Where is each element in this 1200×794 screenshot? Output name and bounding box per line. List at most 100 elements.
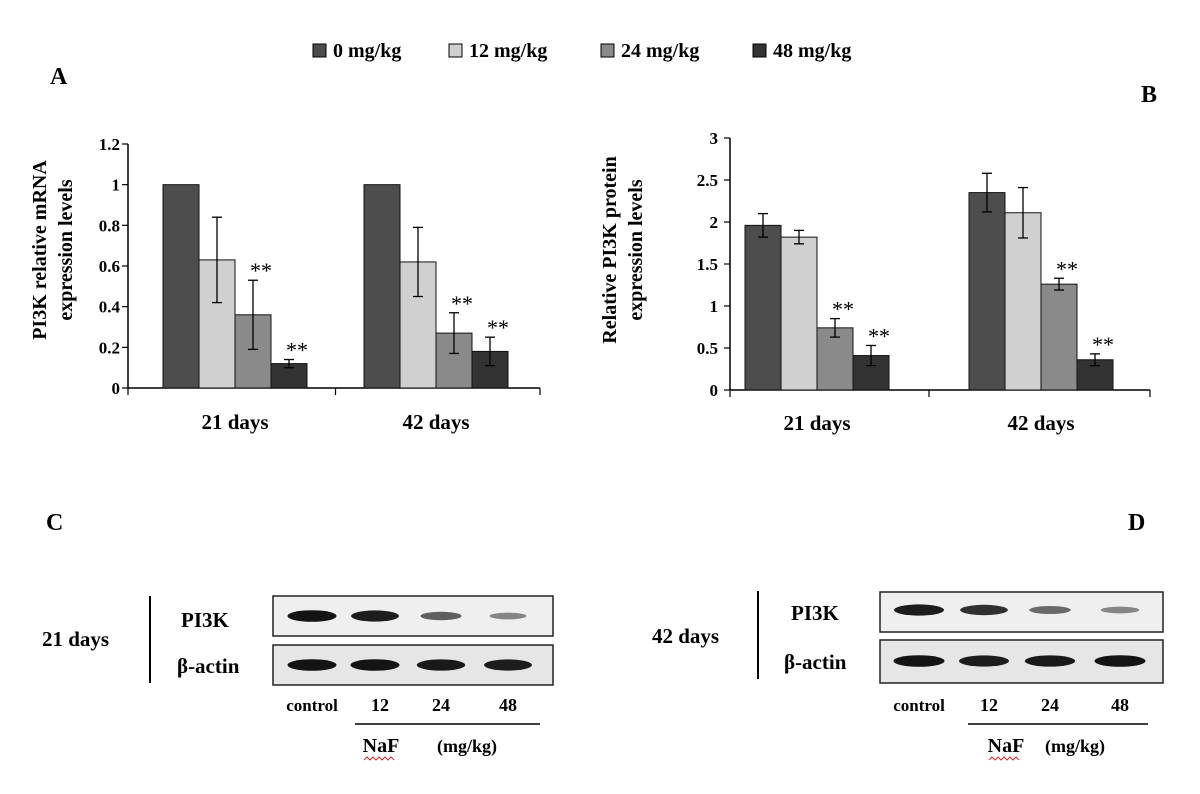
- blot-band: [484, 659, 532, 671]
- y-tick-label: 1.5: [697, 255, 718, 274]
- bar: [363, 184, 401, 389]
- bar: [968, 192, 1006, 391]
- panel-label-a: A: [50, 64, 68, 90]
- bar: [1004, 212, 1042, 391]
- significance-label: **: [1056, 256, 1078, 281]
- significance-label: **: [832, 297, 854, 322]
- y-tick-label: 0.6: [99, 257, 120, 276]
- panel-label-c: C: [46, 510, 63, 536]
- x-category-label: 42 days: [402, 410, 469, 434]
- significance-label: **: [250, 258, 272, 283]
- panel-label-d: D: [1128, 510, 1145, 536]
- y-tick-label: 2: [710, 213, 719, 232]
- blot-c-lane-label: 48: [499, 695, 517, 715]
- legend-item: 0 mg/kg: [312, 40, 401, 62]
- chart-a-ylabel-line-2: expression levels: [55, 179, 77, 321]
- legend-label: 24 mg/kg: [621, 40, 699, 62]
- x-category-label: 42 days: [1007, 411, 1074, 435]
- y-tick-label: 3: [710, 129, 719, 148]
- blot-d-unit: (mg/kg): [1045, 736, 1105, 757]
- blot-c-treatment: NaF: [363, 735, 400, 757]
- blot-band: [420, 611, 462, 621]
- chart-a-plot: 0 0.2 0.4 0.6 0.8 1 1.2 ** ** 21 days ** ** 42 days: [99, 135, 541, 434]
- y-tick-label: 0.4: [99, 298, 121, 317]
- significance-label: **: [487, 315, 509, 340]
- x-category-label: 21 days: [783, 411, 850, 435]
- blot-band: [489, 612, 527, 620]
- blot-c-row-label-actin: β-actin: [177, 654, 240, 678]
- blot-d-time-label: 42 days: [652, 624, 719, 648]
- blot-band: [893, 655, 945, 667]
- blot-band: [1029, 606, 1071, 614]
- significance-label: **: [1092, 332, 1114, 357]
- y-tick-label: 1: [112, 176, 121, 195]
- legend-swatch: [312, 43, 327, 58]
- blot-c-unit: (mg/kg): [437, 736, 497, 757]
- blot-d-lane-label: 48: [1111, 695, 1129, 715]
- y-tick-label: 2.5: [697, 171, 718, 190]
- blot-band: [1100, 606, 1140, 614]
- legend-swatch: [752, 43, 767, 58]
- blot-d: 42 days PI3K β-actin control 12 24 48 Na…: [652, 591, 1164, 761]
- legend-label: 48 mg/kg: [773, 40, 851, 62]
- blot-c-spellcheck-mark: [363, 756, 395, 761]
- chart-b-plot: 0 0.5 1 1.5 2 2.5 3 ** ** 21 days ** ** 42 days: [697, 129, 1151, 435]
- blot-d-bands: [893, 604, 1146, 667]
- blot-band: [416, 659, 466, 671]
- significance-label: **: [286, 338, 308, 363]
- blot-d-lane-label: 24: [1041, 695, 1059, 715]
- bar: [780, 236, 818, 391]
- legend-label: 0 mg/kg: [333, 40, 401, 62]
- chart-b-ylabel-line-2: expression levels: [625, 179, 647, 321]
- chart-b: Relative PI3K protein expression levels …: [599, 129, 1151, 435]
- y-tick-label: 1: [710, 297, 719, 316]
- blot-band: [287, 610, 337, 622]
- significance-label: **: [868, 323, 890, 348]
- y-tick-label: 0.5: [697, 339, 718, 358]
- blot-c: 21 days PI3K β-actin control 12 24 48 Na…: [42, 595, 554, 761]
- blot-band: [959, 655, 1009, 667]
- chart-a-ylabel-line-1: PI3K relative mRNA: [29, 160, 51, 340]
- legend-item: 48 mg/kg: [752, 40, 851, 62]
- blot-band: [350, 659, 400, 671]
- blot-c-lane-label: control: [286, 696, 338, 715]
- blot-band: [1094, 655, 1146, 667]
- y-tick-label: 0.2: [99, 338, 120, 357]
- blot-band: [960, 604, 1008, 616]
- bar: [1040, 283, 1078, 391]
- blot-band: [1024, 655, 1076, 667]
- blot-band: [287, 659, 337, 671]
- chart-b-ylabel-line-1: Relative PI3K protein: [599, 156, 621, 343]
- bar: [816, 327, 854, 391]
- legend-swatch: [448, 43, 463, 58]
- blot-c-lane-label: 12: [371, 695, 389, 715]
- y-tick-label: 1.2: [99, 135, 120, 154]
- blot-d-spellcheck-mark: [988, 756, 1020, 761]
- legend-label: 12 mg/kg: [469, 40, 547, 62]
- panel-label-b: B: [1141, 82, 1157, 108]
- legend-swatch: [600, 43, 615, 58]
- y-tick-label: 0.8: [99, 216, 120, 235]
- blot-band: [894, 604, 944, 616]
- significance-label: **: [451, 291, 473, 316]
- blot-band: [351, 610, 399, 622]
- blot-d-treatment: NaF: [988, 735, 1025, 757]
- blot-d-row-label-pi3k: PI3K: [791, 601, 840, 625]
- legend: 0 mg/kg 12 mg/kg 24 mg/kg 48 mg/kg: [312, 40, 851, 62]
- x-category-label: 21 days: [201, 410, 268, 434]
- y-tick-label: 0: [710, 381, 719, 400]
- blot-c-row-label-pi3k: PI3K: [181, 608, 230, 632]
- bar: [162, 184, 200, 389]
- blot-c-time-label: 21 days: [42, 627, 109, 651]
- y-tick-label: 0: [112, 379, 121, 398]
- blot-c-bands: [287, 610, 532, 671]
- blot-d-lane-label: control: [893, 696, 945, 715]
- blot-d-row-label-actin: β-actin: [784, 650, 847, 674]
- legend-item: 12 mg/kg: [448, 40, 547, 62]
- legend-item: 24 mg/kg: [600, 40, 699, 62]
- blot-c-lane-label: 24: [432, 695, 450, 715]
- chart-a: PI3K relative mRNA expression levels 0 0.…: [29, 135, 541, 434]
- bar: [744, 224, 782, 391]
- blot-d-lane-label: 12: [980, 695, 998, 715]
